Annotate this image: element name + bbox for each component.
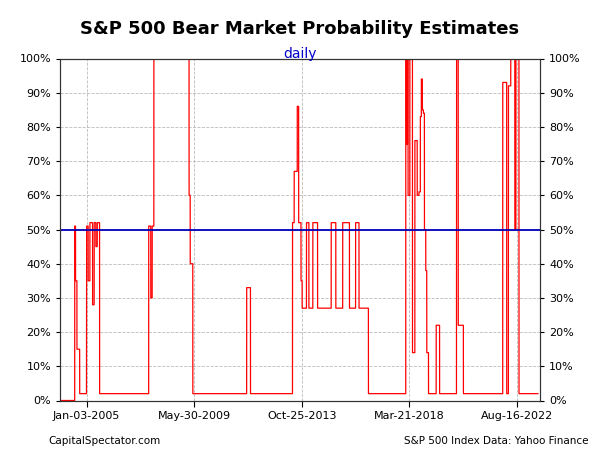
Text: S&P 500 Index Data: Yahoo Finance: S&P 500 Index Data: Yahoo Finance [404,436,588,446]
Title: S&P 500 Bear Market Probability Estimates: S&P 500 Bear Market Probability Estimate… [80,19,520,37]
Text: daily: daily [283,47,317,61]
Text: CapitalSpectator.com: CapitalSpectator.com [48,436,160,446]
